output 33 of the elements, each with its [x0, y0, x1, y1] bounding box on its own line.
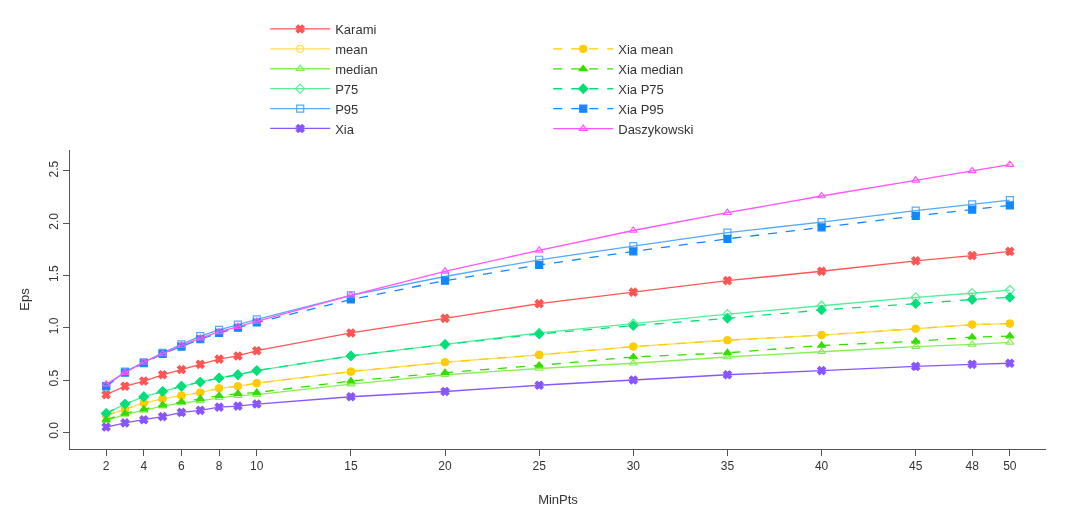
y-tick-label: 0.0 [47, 421, 62, 439]
x-tick-label: 35 [720, 459, 735, 474]
legend-label: Xia P95 [618, 101, 664, 117]
x-tick-label: 50 [1003, 459, 1017, 474]
y-tick-label: 2.0 [47, 212, 62, 230]
x-tick-label: 15 [344, 459, 358, 474]
x-axis-title: MinPts [538, 492, 579, 507]
legend-label: Xia mean [618, 42, 674, 58]
legend-label: median [335, 61, 378, 77]
legend-label: mean [335, 41, 368, 57]
x-tick-label: 10 [250, 459, 264, 474]
x-tick-label: 25 [532, 459, 547, 474]
x-tick-label: 8 [215, 459, 223, 474]
x-tick-label: 2 [102, 459, 110, 474]
x-tick-label: 45 [909, 459, 923, 474]
legend-label: Xia P75 [618, 81, 664, 97]
legend-label: Daszykowski [618, 121, 694, 137]
y-tick-label: 0.5 [47, 369, 62, 387]
legend-label: Xia median [618, 61, 684, 77]
y-tick-label: 1.5 [47, 264, 62, 282]
y-tick-label: 1.0 [47, 317, 62, 335]
legend-label: Karami [335, 22, 377, 38]
legend-label: P75 [335, 81, 359, 97]
x-tick-label: 48 [965, 459, 980, 474]
y-tick-label: 2.5 [47, 160, 62, 178]
x-tick-label: 30 [626, 459, 641, 474]
legend-label: Xia [335, 121, 355, 137]
x-tick-label: 40 [814, 459, 829, 474]
x-tick-label: 20 [438, 459, 453, 474]
y-axis-title: Eps [17, 287, 33, 311]
x-tick-label: 6 [178, 459, 186, 474]
legend-label: P95 [335, 101, 359, 117]
x-tick-label: 4 [140, 459, 148, 474]
